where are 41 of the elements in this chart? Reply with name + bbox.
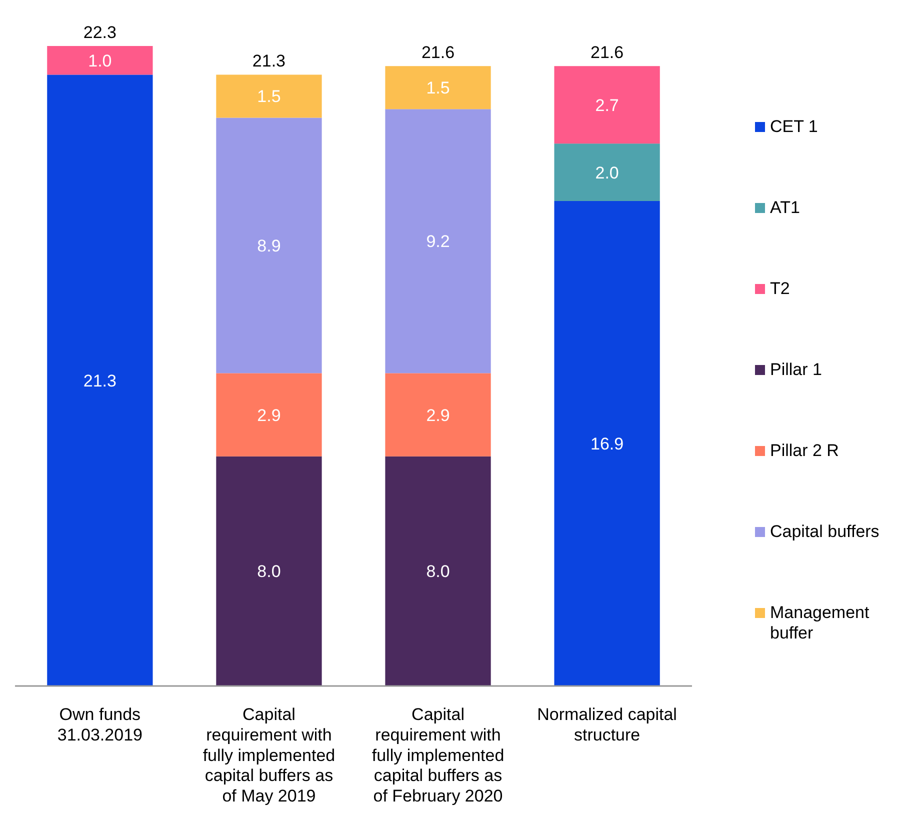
legend-label: Pillar 2 R [770,441,839,460]
total-label: 22.3 [83,23,116,42]
x-tick-label: Own funds 31.03.2019 [57,705,142,744]
data-label: 8.9 [257,236,281,256]
total-label: 21.3 [252,52,286,71]
data-label: 2.0 [595,163,619,182]
bar [554,144,660,201]
data-label: 1.5 [426,78,450,98]
bar [385,66,491,110]
bar [385,456,491,686]
legend-label: Pillar 1 [770,360,822,379]
bar [385,373,491,456]
bar [216,74,322,118]
bar [554,66,660,144]
data-label: 2.9 [426,406,450,425]
x-tick-label: Capital requirement with fully implemented capital buffers as of May 2019 [202,705,336,806]
data-label: 1.5 [257,87,281,106]
legend-label: T2 [770,279,790,298]
legend-label: AT1 [770,198,800,217]
bar [216,118,322,374]
x-tick-label: Capital requirement with fully implemented capital buffers as of February 2020 [372,705,504,806]
bar [216,456,322,686]
legend-label: Capital buffers [770,522,880,541]
bar [385,109,491,374]
x-tick-label: Normalized capital structure [537,705,677,744]
data-label: 1.0 [88,51,112,70]
legend-label: Management buffer [770,603,870,642]
bar [47,74,153,686]
bar [554,200,660,686]
bar [47,46,153,75]
data-label: 8.0 [257,562,281,582]
legend-label: CET 1 [770,117,818,136]
total-label: 21.6 [421,43,455,62]
data-label: 8.0 [426,562,450,582]
total-label: 21.6 [590,43,624,62]
data-label: 2.9 [257,406,281,425]
data-label: 2.7 [595,96,619,115]
data-label: 16.9 [590,434,624,454]
bar [216,373,322,456]
data-label: 9.2 [426,232,450,252]
data-label: 21.3 [83,371,116,390]
